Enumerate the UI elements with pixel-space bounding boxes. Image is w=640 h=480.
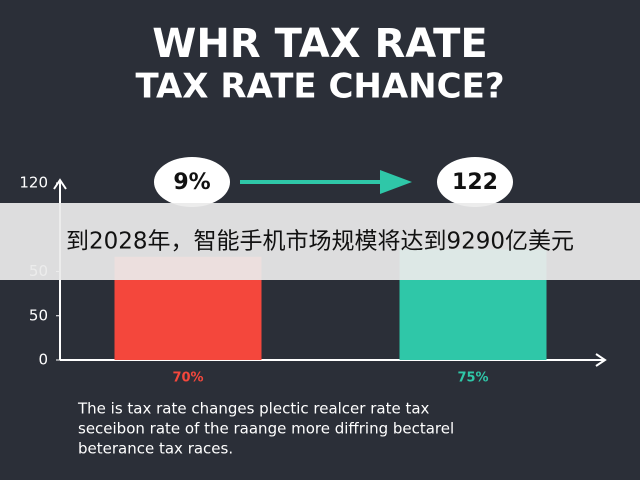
caption: seceibon rate of the raange more diffrin… [78, 420, 454, 438]
chart-subtitle: TAX RATE CHANCE? [135, 67, 504, 107]
chart-title: WHR TAX RATE [152, 21, 488, 67]
value-label: 75% [457, 371, 488, 386]
arrow-head [380, 170, 412, 194]
annotation-bubble [437, 157, 513, 207]
annotation: 9% [173, 170, 210, 195]
y-axis-arrow [53, 178, 67, 190]
x-axis-arrow [595, 353, 607, 367]
caption: The is tax rate changes plectic realcer … [77, 400, 430, 418]
y-tick-label: 0 [38, 351, 48, 369]
value-label: 70% [172, 371, 203, 386]
annotation: 122 [452, 170, 498, 195]
caption: beterance tax races. [78, 440, 233, 458]
y-tick-label: 120 [19, 174, 48, 192]
y-tick-label: 50 [29, 306, 48, 324]
overlay-text: 到2028年，智能手机市场规模将达到9290亿美元 [66, 229, 574, 255]
annotation-bubble [154, 157, 230, 207]
overlay-banner [0, 203, 640, 280]
